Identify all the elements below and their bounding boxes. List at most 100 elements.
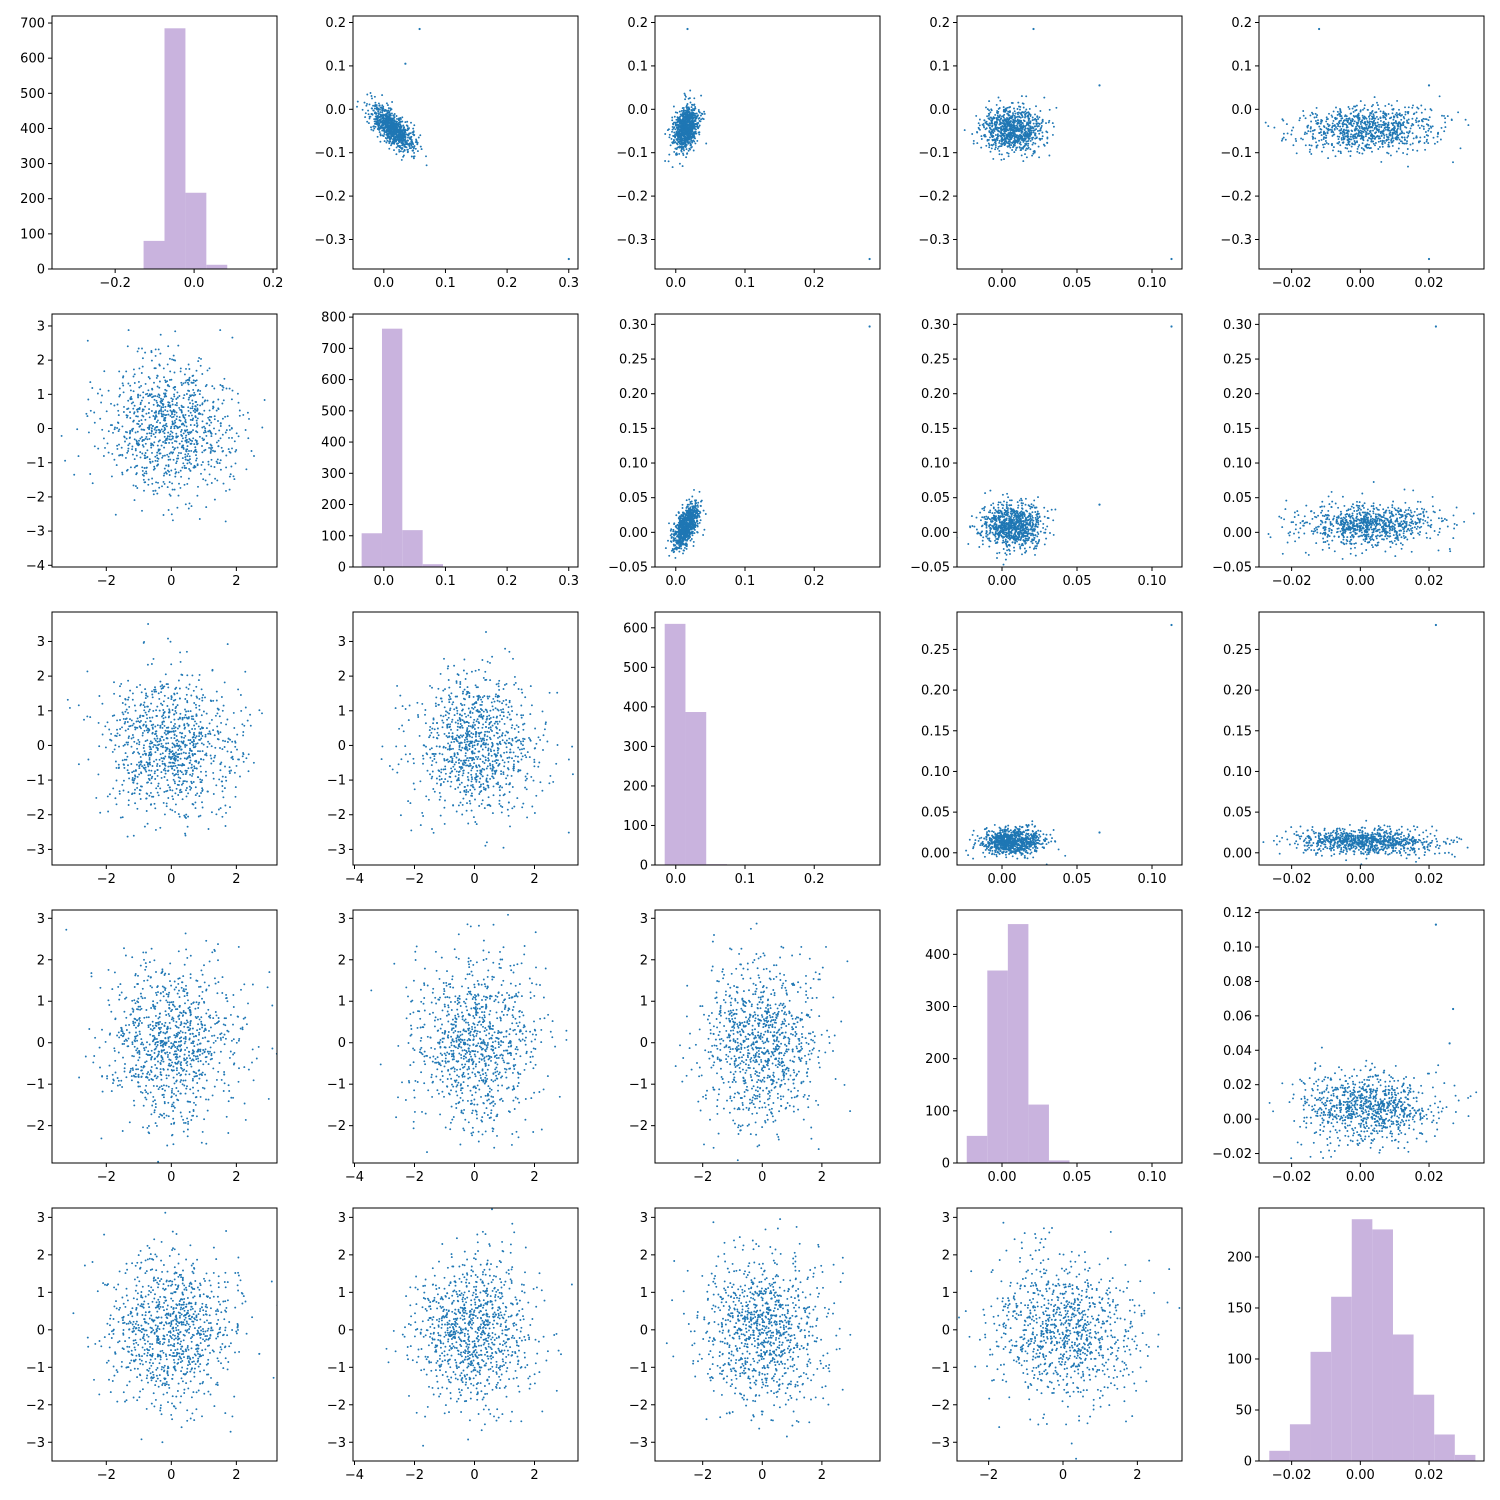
- scatter-point: [1383, 124, 1386, 127]
- scatter-point: [693, 97, 696, 100]
- scatter-point: [393, 139, 396, 142]
- scatter-point: [386, 139, 389, 142]
- scatter-point: [1336, 110, 1339, 113]
- scatter-point: [986, 138, 989, 141]
- scatter-point: [165, 472, 168, 475]
- x-tick-label: 0.1: [435, 276, 456, 291]
- scatter-point: [1392, 139, 1395, 142]
- scatter-point: [145, 472, 148, 475]
- scatter-point: [1398, 142, 1401, 145]
- scatter-point: [199, 364, 202, 367]
- scatter-point: [1332, 131, 1335, 134]
- scatter-point: [1395, 111, 1398, 114]
- scatter-point: [1321, 150, 1323, 153]
- scatter-point: [1003, 130, 1006, 133]
- scatter-point: [1029, 115, 1032, 117]
- scatter-point: [165, 464, 168, 467]
- scatter-point: [129, 384, 132, 387]
- scatter-point: [1345, 143, 1348, 146]
- scatter-point: [185, 441, 188, 443]
- scatter-point: [1012, 128, 1015, 131]
- scatter-point: [1005, 130, 1008, 133]
- scatter-point: [1384, 118, 1387, 121]
- scatter-point: [1032, 122, 1035, 125]
- scatter-point: [167, 345, 170, 348]
- scatter-point: [387, 121, 390, 123]
- scatter-point: [133, 412, 136, 415]
- scatter-point: [135, 440, 138, 443]
- scatter-point: [141, 408, 144, 411]
- scatter-point: [1029, 148, 1032, 151]
- scatter-point: [224, 520, 227, 523]
- scatter-point: [1003, 118, 1006, 121]
- scatter-point: [188, 431, 191, 434]
- scatter-point: [144, 452, 147, 454]
- scatter-point: [1391, 132, 1394, 134]
- scatter-point: [1022, 124, 1025, 127]
- scatter-point: [416, 141, 419, 144]
- scatter-point: [210, 465, 213, 468]
- scatter-point: [1361, 152, 1364, 155]
- scatter-point: [1007, 138, 1010, 141]
- scatter-point: [397, 142, 400, 145]
- scatter-point: [1002, 110, 1005, 113]
- scatter-point: [1016, 115, 1019, 118]
- scatter-point: [221, 417, 224, 420]
- scatter-point: [1009, 132, 1012, 135]
- scatter-point: [188, 438, 191, 440]
- scatter-point: [682, 552, 684, 555]
- scatter-point: [420, 148, 423, 151]
- scatter-point: [161, 415, 164, 418]
- scatter-point: [136, 408, 138, 411]
- scatter-point: [158, 486, 161, 489]
- scatter-point: [691, 141, 694, 144]
- scatter-point: [1334, 117, 1336, 120]
- scatter-point: [225, 489, 227, 492]
- scatter-point: [1417, 124, 1420, 127]
- scatter-point: [233, 440, 236, 443]
- scatter-point: [1031, 126, 1034, 129]
- scatter-point: [194, 446, 197, 449]
- y-tick-label: 3: [37, 319, 45, 334]
- scatter-point: [1427, 142, 1430, 145]
- scatter-point: [117, 409, 120, 412]
- scatter-point: [1310, 120, 1313, 123]
- scatter-point: [1000, 128, 1003, 131]
- scatter-point: [181, 422, 184, 425]
- scatter-point: [192, 374, 195, 377]
- scatter-point: [395, 115, 398, 117]
- scatter-point: [173, 410, 176, 413]
- scatter-point: [114, 426, 116, 429]
- scatter-point: [996, 114, 999, 117]
- scatter-point: [413, 155, 416, 158]
- scatter-point: [1027, 142, 1030, 145]
- scatter-point: [188, 502, 191, 505]
- scatter-point: [1352, 135, 1355, 138]
- scatter-point: [399, 130, 402, 133]
- scatter-point: [197, 412, 200, 415]
- scatter-point: [1007, 113, 1010, 116]
- scatter-point: [143, 428, 146, 431]
- scatter-point: [393, 133, 395, 136]
- scatter-point: [1406, 136, 1409, 139]
- scatter-point: [1389, 154, 1392, 157]
- scatter-point: [395, 135, 398, 137]
- scatter-point: [673, 135, 676, 138]
- scatter-point: [1019, 128, 1021, 131]
- scatter-point: [1358, 125, 1361, 128]
- scatter-point: [1305, 132, 1308, 135]
- scatter-point: [148, 424, 151, 427]
- scatter-point: [677, 141, 680, 143]
- scatter-point: [149, 461, 152, 464]
- scatter-point: [234, 462, 237, 465]
- scatter-point: [193, 424, 196, 427]
- scatter-point: [365, 104, 368, 107]
- scatter-point: [368, 115, 371, 118]
- scatter-point: [179, 469, 182, 472]
- scatter-point: [248, 417, 250, 420]
- scatter-point: [199, 389, 202, 392]
- scatter-point: [1377, 129, 1380, 132]
- scatter-point: [1376, 101, 1378, 104]
- scatter-point: [1014, 112, 1017, 115]
